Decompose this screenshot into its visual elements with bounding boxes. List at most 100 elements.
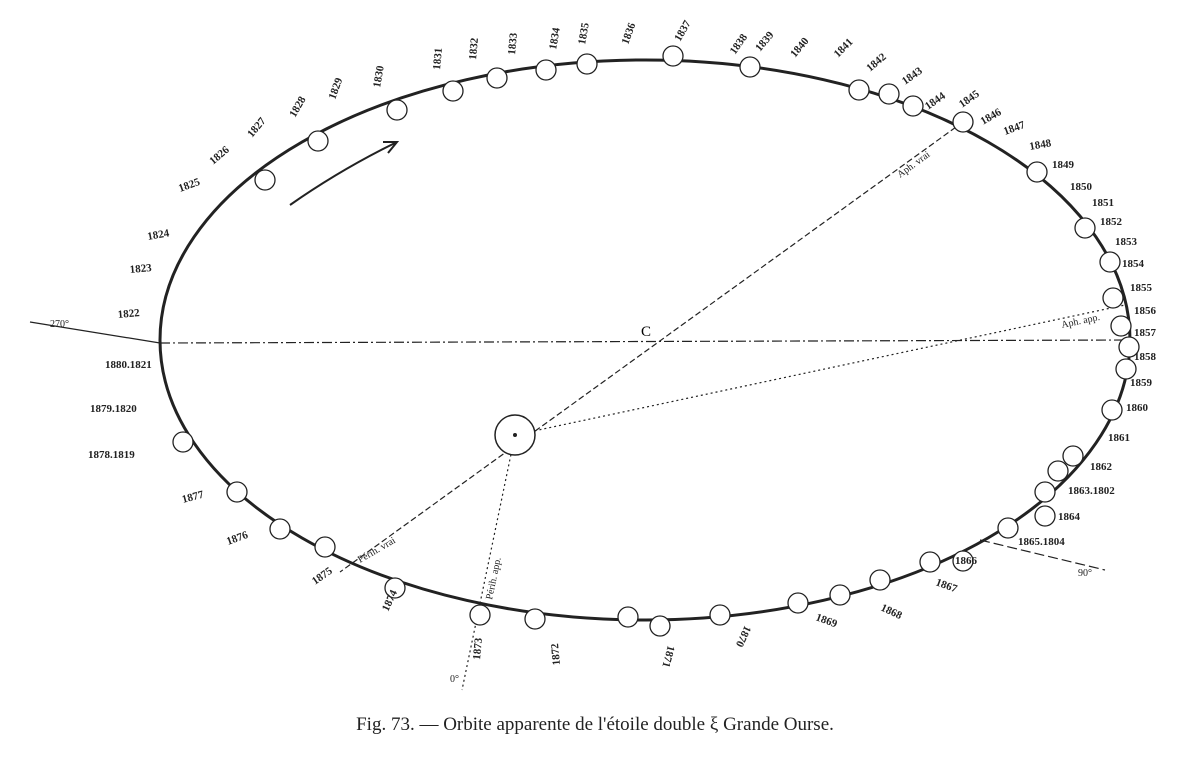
year-label: 1835 [576, 21, 592, 45]
aph-app: Aph. app. [1060, 312, 1101, 331]
year-label: 1873 [471, 637, 485, 660]
major-axis [159, 339, 1131, 344]
perih-app-line [461, 434, 516, 691]
year-label: 1869 [814, 612, 839, 631]
year-label: 1865.1804 [1018, 536, 1065, 548]
year-label: 1878.1819 [88, 449, 135, 461]
positions [172, 45, 1140, 637]
position-dot [469, 604, 491, 626]
position-dot [919, 551, 941, 573]
year-label: 1857 [1134, 327, 1157, 339]
construction-lines [29, 58, 1132, 691]
year-label: 1829 [327, 76, 346, 101]
year-label: 1868 [879, 602, 904, 622]
position-dot [952, 111, 974, 133]
year-label: 1847 [1002, 119, 1027, 138]
year-label: 1833 [506, 32, 520, 55]
label-90: 90° [1078, 568, 1092, 579]
aph-vrai: Aph. vrai [895, 149, 932, 180]
perih-vrai: Périh. vrai [356, 535, 398, 565]
position-dot [662, 45, 684, 67]
position-dot [442, 80, 464, 102]
year-label: 1824 [146, 227, 170, 243]
position-dot [952, 550, 974, 572]
perih-app: Périh. app. [484, 556, 504, 600]
year-label: 1827 [245, 115, 269, 140]
position-dot [1099, 251, 1121, 273]
position-dot [617, 606, 639, 628]
year-label: 1871 [659, 644, 676, 668]
year-label: 1875 [310, 565, 335, 588]
year-label: 1880.1821 [105, 359, 152, 371]
year-label: 1879.1820 [90, 403, 137, 415]
center-label: C [641, 324, 651, 340]
position-dot [829, 584, 851, 606]
position-dot [269, 518, 291, 540]
position-dot [902, 95, 924, 117]
position-dot [172, 431, 194, 453]
year-label: 1877 [181, 488, 206, 505]
year-label: 1876 [225, 529, 250, 548]
position-dot [307, 130, 329, 152]
position-dot [1034, 505, 1056, 527]
position-dot [384, 577, 406, 599]
year-label: 1832 [467, 37, 481, 60]
year-label: 1822 [117, 307, 140, 321]
position-dot [1062, 445, 1084, 467]
year-label: 1864 [1058, 511, 1081, 523]
label-270: 270° [50, 319, 69, 330]
year-label: 1823 [129, 262, 152, 276]
year-label: 1831 [431, 47, 445, 70]
year-label: 1853 [1115, 236, 1138, 248]
position-dot [848, 79, 870, 101]
year-label: 1861 [1108, 432, 1130, 444]
position-dot [535, 59, 557, 81]
star-center [513, 433, 517, 437]
year-label: 1870 [733, 624, 753, 649]
position-dot [386, 99, 408, 121]
year-label: 1844 [923, 90, 948, 113]
position-dot [524, 608, 546, 630]
position-dot [1101, 399, 1123, 421]
year-label: 1846 [979, 106, 1004, 128]
axis-270 [29, 321, 161, 344]
year-label: 1872 [549, 642, 563, 665]
position-dot [1115, 358, 1137, 380]
position-dot [878, 83, 900, 105]
position-dot [254, 169, 276, 191]
year-label: 1825 [177, 176, 202, 195]
apsides-app [514, 304, 1126, 436]
year-label: 1858 [1134, 351, 1157, 363]
position-dot [739, 56, 761, 78]
year-label: 1856 [1134, 305, 1157, 317]
arrow-head [383, 141, 400, 154]
year-label: 1850 [1070, 181, 1093, 193]
year-label: 1855 [1130, 282, 1153, 294]
year-label: 1836 [620, 21, 639, 46]
year-label: 1849 [1052, 159, 1075, 171]
apsides-vrai [339, 121, 964, 573]
year-label: 1845 [957, 88, 982, 111]
year-label: 1863.1802 [1068, 485, 1115, 497]
position-dot [1034, 481, 1056, 503]
year-label: 1826 [207, 144, 232, 168]
position-dot [486, 67, 508, 89]
year-label: 1838 [728, 31, 751, 56]
year-label: 1839 [753, 29, 777, 54]
position-dot [1110, 315, 1132, 337]
year-label: 1841 [832, 36, 856, 60]
year-label: 1828 [287, 94, 309, 119]
year-label: 1851 [1092, 197, 1114, 209]
year-label: 1866 [955, 555, 978, 567]
position-dot [709, 604, 731, 626]
year-label: 1859 [1130, 377, 1153, 389]
position-dot [869, 569, 891, 591]
year-label: 1854 [1122, 258, 1145, 270]
position-dot [1074, 217, 1096, 239]
position-dot [649, 615, 671, 637]
year-label: 1842 [864, 51, 889, 75]
position-dot [1026, 161, 1048, 183]
position-dot [226, 481, 248, 503]
year-label: 1852 [1100, 216, 1123, 228]
